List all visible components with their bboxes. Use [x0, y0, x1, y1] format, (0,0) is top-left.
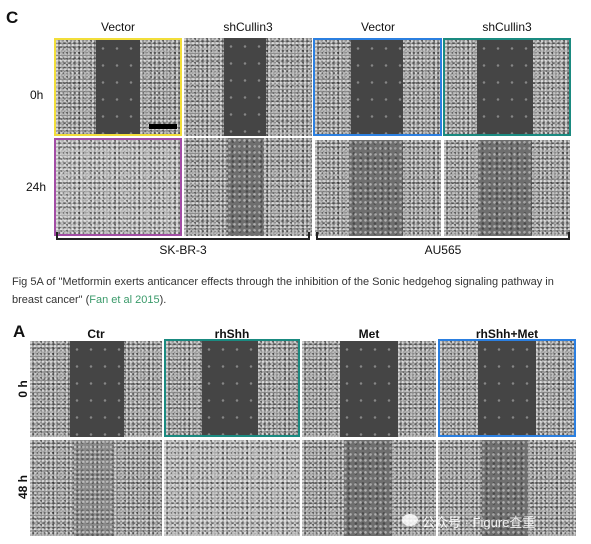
wound-gap: [224, 38, 266, 136]
row-label-0h-a: 0 h: [16, 380, 30, 398]
micrograph-a-met-0h: [302, 341, 436, 437]
caption-text: Fig 5A of "Metformin exerts anticancer e…: [12, 276, 554, 306]
caption-text-end: ).: [159, 294, 167, 306]
cell-line-bar-tick: [308, 232, 310, 240]
wound-gap: [344, 440, 392, 536]
column-label-vector-2: Vector: [360, 20, 396, 34]
column-label-rhshh: rhShh: [214, 327, 250, 341]
column-label-ctr: Ctr: [87, 327, 105, 341]
cell-line-bar-tick: [568, 232, 570, 240]
wound-gap: [478, 140, 532, 236]
micrograph-a-rhshh-48h: [164, 440, 300, 536]
micrograph-c-au565-shcullin3-0h: [443, 38, 571, 136]
wound-gap: [478, 341, 536, 435]
cell-line-bar-tick: [316, 232, 318, 240]
wound-gap: [202, 341, 258, 435]
micrograph-c-vector-0h: [54, 38, 182, 136]
cell-line-label-skbr3: SK-BR-3: [159, 243, 207, 257]
micrograph-c-shcullin3-0h: [184, 38, 312, 136]
column-label-shcullin3-1: shCullin3: [223, 20, 273, 34]
column-label-vector-1: Vector: [100, 20, 136, 34]
micrograph-c-au565-vector-24h: [315, 140, 441, 236]
panel-letter-c: C: [6, 8, 19, 27]
cell-line-bar-tick: [56, 232, 58, 240]
micrograph-a-ctr-48h: [30, 440, 162, 536]
wound-gap: [482, 440, 528, 536]
wound-gap: [349, 140, 403, 236]
wound-gap: [351, 40, 403, 134]
cell-line-bar-au565: [316, 238, 570, 240]
wound-gap: [96, 40, 140, 134]
micrograph-c-shcullin3-24h: [184, 138, 312, 236]
micrograph-c-vector-24h: [54, 138, 182, 236]
column-label-shcullin3-2: shCullin3: [482, 20, 532, 34]
micrograph-a-rhshh-0h: [164, 339, 300, 437]
wound-gap: [477, 40, 533, 134]
micrograph-a-rhshh-met-48h: [438, 440, 576, 536]
column-label-met: Met: [358, 327, 380, 341]
row-label-24h: 24h: [26, 180, 47, 194]
wound-gap: [74, 440, 114, 536]
figure-caption: Fig 5A of "Metformin exerts anticancer e…: [12, 273, 578, 309]
cell-line-label-au565: AU565: [424, 243, 462, 257]
row-label-48h: 48 h: [16, 475, 30, 500]
wound-gap: [228, 138, 264, 236]
watermark-text: 公众号 · Figure查重: [422, 515, 536, 530]
citation-link[interactable]: Fan et al 2015: [89, 294, 160, 306]
micrograph-a-ctr-0h: [30, 341, 162, 437]
scale-bar: [149, 124, 177, 129]
micrograph-a-rhshh-met-0h: [438, 339, 576, 437]
row-label-0h: 0h: [30, 88, 44, 102]
micrograph-c-au565-shcullin3-24h: [444, 140, 570, 236]
wechat-icon: [402, 514, 418, 526]
panel-letter-a: A: [13, 322, 26, 341]
wound-gap: [70, 341, 124, 437]
cell-line-bar-skbr3: [56, 238, 310, 240]
micrograph-c-au565-vector-0h: [313, 38, 442, 136]
column-label-rhshh-met: rhShh+Met: [475, 327, 539, 341]
wound-gap: [340, 341, 398, 437]
